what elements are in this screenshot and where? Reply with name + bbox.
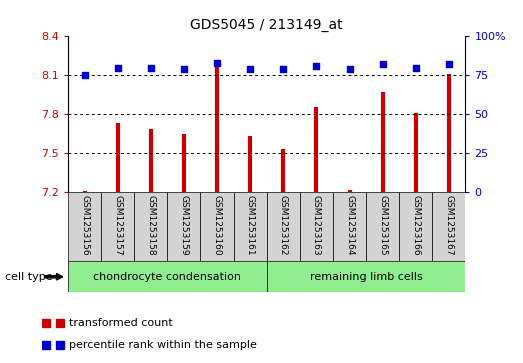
Point bbox=[279, 66, 288, 72]
Bar bbox=[300, 192, 333, 261]
Point bbox=[379, 61, 387, 67]
Text: GSM1253156: GSM1253156 bbox=[80, 195, 89, 256]
Bar bbox=[267, 261, 465, 292]
Text: GSM1253160: GSM1253160 bbox=[212, 195, 222, 256]
Bar bbox=[200, 192, 234, 261]
Point bbox=[445, 61, 453, 67]
Text: GSM1253161: GSM1253161 bbox=[246, 195, 255, 256]
Bar bbox=[267, 192, 300, 261]
Text: GSM1253162: GSM1253162 bbox=[279, 195, 288, 256]
Point bbox=[146, 65, 155, 70]
Bar bbox=[433, 192, 465, 261]
Title: GDS5045 / 213149_at: GDS5045 / 213149_at bbox=[190, 19, 343, 33]
Bar bbox=[101, 192, 134, 261]
Text: remaining limb cells: remaining limb cells bbox=[310, 272, 423, 282]
Bar bbox=[68, 261, 267, 292]
Text: chondrocyte condensation: chondrocyte condensation bbox=[94, 272, 241, 282]
Point bbox=[412, 65, 420, 70]
Text: transformed count: transformed count bbox=[70, 318, 173, 328]
Point bbox=[312, 63, 321, 69]
Text: GSM1253164: GSM1253164 bbox=[345, 195, 354, 256]
Point bbox=[213, 60, 221, 66]
Bar bbox=[167, 192, 200, 261]
Bar bbox=[134, 192, 167, 261]
Point bbox=[81, 72, 89, 78]
Bar bbox=[366, 192, 399, 261]
Point bbox=[345, 66, 354, 72]
Bar bbox=[333, 192, 366, 261]
Text: percentile rank within the sample: percentile rank within the sample bbox=[70, 340, 257, 350]
Bar bbox=[68, 192, 101, 261]
Bar bbox=[399, 192, 433, 261]
Text: cell type: cell type bbox=[5, 272, 53, 282]
Point bbox=[180, 66, 188, 72]
Text: GSM1253167: GSM1253167 bbox=[445, 195, 453, 256]
Text: GSM1253159: GSM1253159 bbox=[179, 195, 188, 256]
Text: GSM1253158: GSM1253158 bbox=[146, 195, 155, 256]
Point bbox=[246, 66, 254, 72]
Text: GSM1253157: GSM1253157 bbox=[113, 195, 122, 256]
Bar bbox=[234, 192, 267, 261]
Text: GSM1253165: GSM1253165 bbox=[378, 195, 387, 256]
Text: GSM1253163: GSM1253163 bbox=[312, 195, 321, 256]
Point bbox=[113, 65, 122, 70]
Text: GSM1253166: GSM1253166 bbox=[411, 195, 420, 256]
